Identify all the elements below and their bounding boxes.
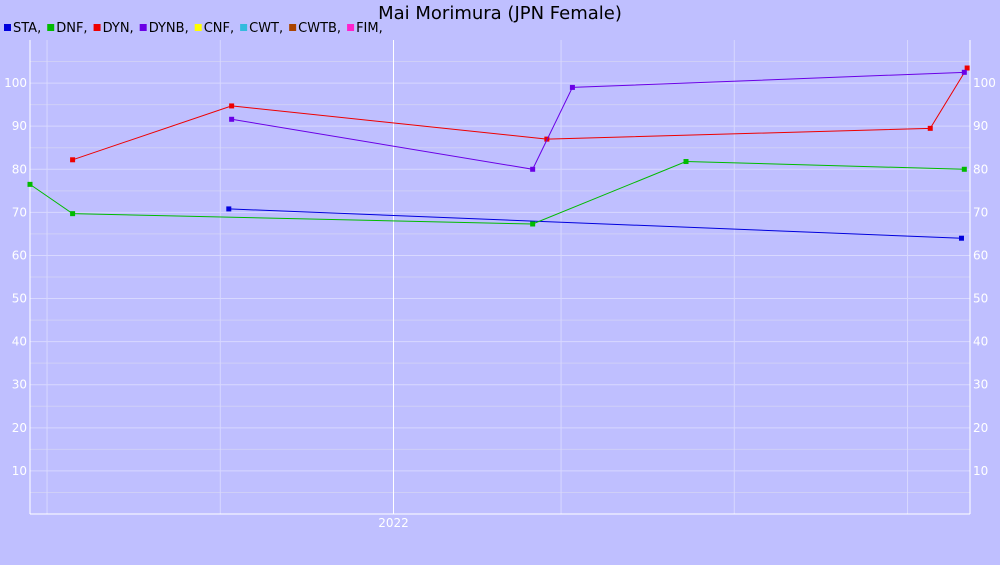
chart-title: Mai Morimura (JPN Female) — [378, 3, 622, 24]
y-tick-label-left: 40 — [12, 335, 27, 349]
y-tick-label-right: 40 — [973, 335, 988, 349]
grid — [30, 40, 970, 514]
series-line-dyn — [72, 67, 968, 161]
legend-label-dnf: DNF, — [56, 21, 87, 36]
data-point-dynb — [229, 116, 235, 122]
y-tick-label-right: 30 — [973, 378, 988, 392]
data-point-dyn — [229, 103, 235, 109]
y-tick-label-right: 100 — [973, 76, 996, 90]
legend-label-cwt: CWT, — [249, 21, 283, 36]
data-point-dyn — [927, 125, 933, 131]
legend-swatch-fim — [347, 24, 355, 31]
legend-swatch-dynb — [139, 24, 147, 31]
data-point-dnf — [70, 211, 76, 217]
data-point-dyn — [70, 157, 76, 163]
data-point-sta — [226, 206, 232, 212]
legend-swatch-dnf — [47, 24, 55, 31]
y-tick-label-left: 90 — [12, 119, 27, 133]
y-tick-label-left: 10 — [12, 464, 27, 478]
data-point-dynb — [961, 69, 967, 75]
legend-swatch-dyn — [93, 24, 101, 31]
y-tick-label-left: 20 — [12, 421, 27, 435]
y-tick-label-left: 60 — [12, 248, 27, 262]
series-line-dnf — [29, 161, 965, 225]
legend: STA, DNF, DYN, DYNB, CNF, CWT, CWTB, FIM, — [4, 21, 383, 36]
legend-label-dynb: DYNB, — [149, 21, 189, 36]
legend-label-cnf: CNF, — [204, 21, 234, 36]
y-tick-label-left: 50 — [12, 292, 27, 306]
y-tick-label-right: 20 — [973, 421, 988, 435]
y-tick-label-right: 10 — [973, 464, 988, 478]
y-tick-label-right: 50 — [973, 292, 988, 306]
data-point-dynb — [569, 84, 575, 90]
data-point-dnf — [683, 159, 689, 165]
y-tick-label-right: 90 — [973, 119, 988, 133]
y-tick-label-right: 60 — [973, 248, 988, 262]
axes: 10 10 20 20 30 30 40 40 50 50 60 60 70 70 80 80 90 90 100 1… — [4, 40, 996, 530]
legend-label-cwtb: CWTB, — [298, 21, 341, 36]
legend-swatch-cnf — [194, 24, 202, 31]
legend-swatch-cwt — [240, 24, 248, 31]
legend-label-fim: FIM, — [356, 21, 383, 36]
y-tick-label-left: 70 — [12, 205, 27, 219]
y-tick-label-right: 80 — [973, 162, 988, 176]
y-tick-label-right: 70 — [973, 205, 988, 219]
series-line-sta — [228, 208, 962, 239]
x-tick-label: 2022 — [378, 516, 409, 530]
y-tick-label-left: 100 — [4, 76, 27, 90]
legend-swatch-sta — [4, 24, 11, 31]
series-line-dynb — [231, 71, 965, 170]
y-tick-label-left: 30 — [12, 378, 27, 392]
data-point-dnf — [961, 166, 967, 172]
series-layer — [27, 65, 970, 241]
legend-label-sta: STA, — [13, 21, 41, 36]
data-point-dnf — [530, 221, 536, 227]
data-point-dyn — [964, 65, 970, 71]
data-point-sta — [958, 235, 964, 241]
y-tick-label-left: 80 — [12, 162, 27, 176]
legend-label-dyn: DYN, — [103, 21, 134, 36]
legend-swatch-cwtb — [289, 24, 297, 31]
data-point-dnf — [27, 181, 33, 187]
data-point-dynb — [530, 166, 536, 172]
